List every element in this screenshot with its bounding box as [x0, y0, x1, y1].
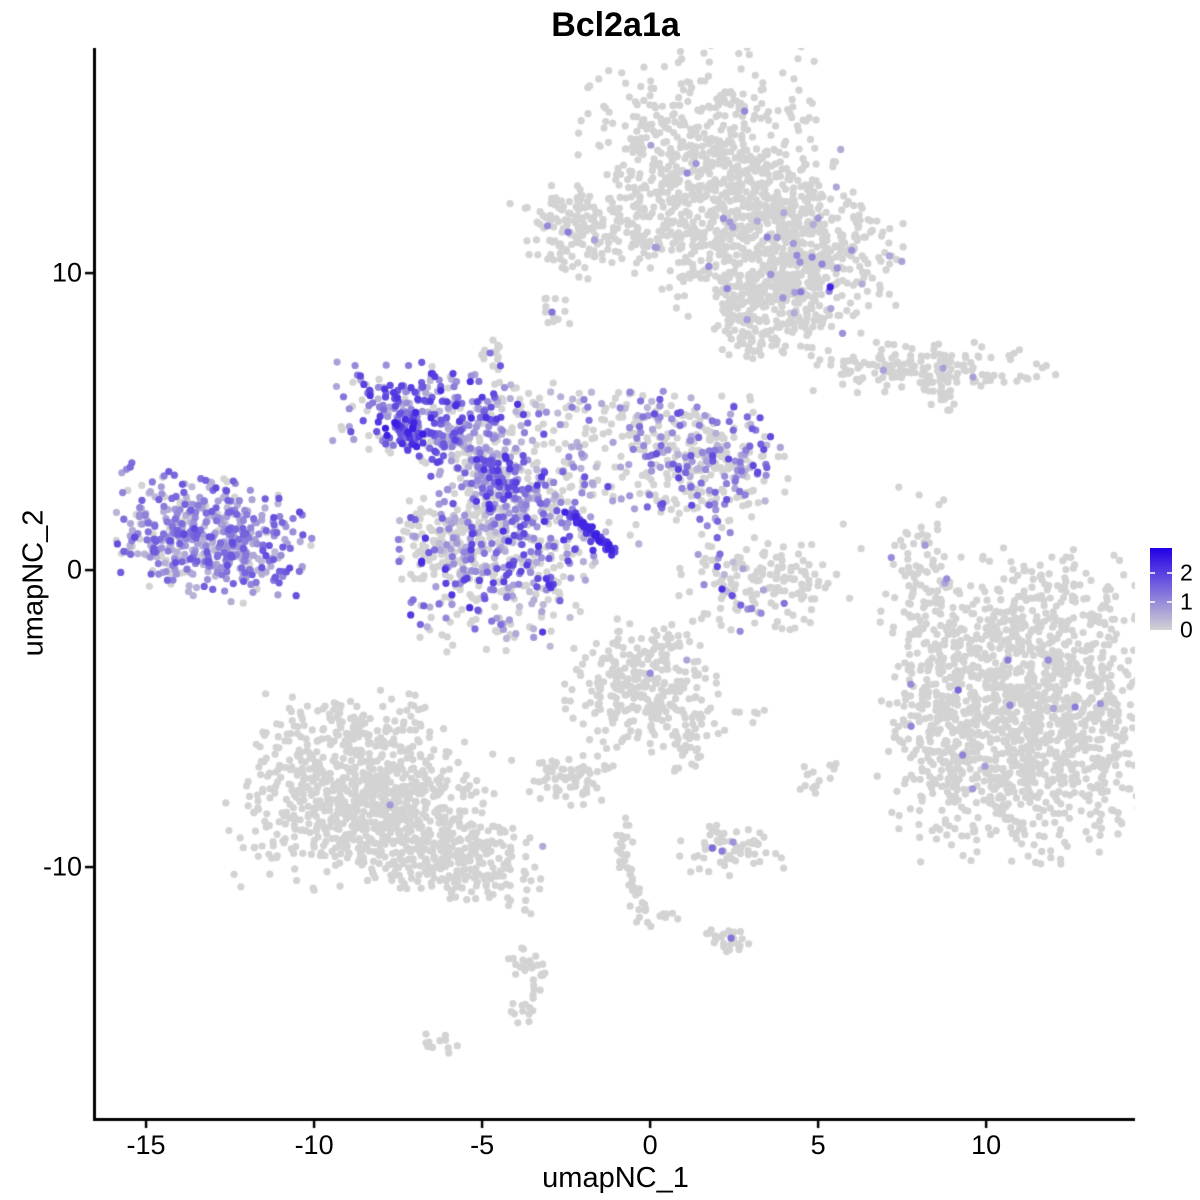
legend-tick-label: 1: [1180, 588, 1193, 615]
colorbar-gradient: [1150, 548, 1172, 630]
x-tick-label: -15: [126, 1130, 166, 1160]
x-tick-label: -10: [294, 1130, 334, 1160]
x-tick-label: 0: [642, 1130, 658, 1160]
x-tick-label: -5: [470, 1130, 495, 1160]
legend-tick-label: 2: [1180, 559, 1193, 586]
x-axis-title: umapNC_1: [542, 1162, 689, 1194]
y-tick-label: 10: [51, 257, 82, 288]
plot-title: Bcl2a1a: [551, 6, 680, 44]
x-tick-label: 10: [971, 1130, 1002, 1160]
legend-tick-label: 0: [1180, 616, 1193, 643]
legend-notch: [1167, 600, 1172, 603]
y-tick-label: 0: [66, 554, 82, 585]
legend-notch: [1167, 572, 1172, 575]
y-tick-label: -10: [42, 851, 82, 882]
legend-notch: [1150, 600, 1155, 603]
legend-notch: [1150, 572, 1155, 575]
x-tick-label: 5: [810, 1130, 826, 1160]
